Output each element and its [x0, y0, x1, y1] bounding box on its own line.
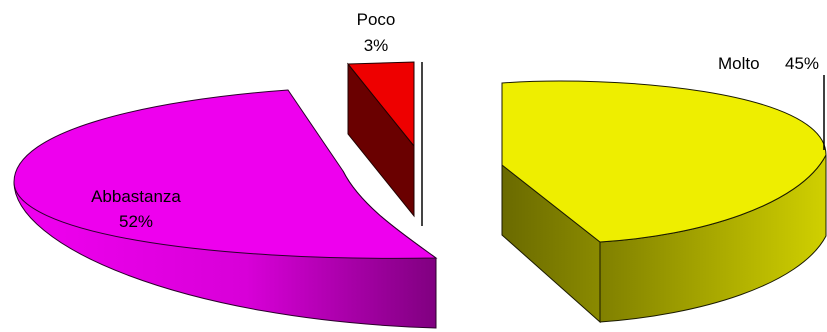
label-molto: Molto [718, 54, 760, 73]
label-poco: Poco [357, 10, 396, 29]
slice-molto-top [501, 80, 827, 243]
slice-molto: Molto 45% [501, 54, 827, 324]
slice-poco: Poco 3% [346, 10, 423, 226]
slice-abbastanza-top [13, 89, 438, 259]
slice-poco-top [346, 61, 415, 148]
value-abbastanza: 52% [119, 212, 153, 231]
label-abbastanza: Abbastanza [91, 187, 181, 206]
value-molto: 45% [785, 54, 819, 73]
value-poco: 3% [364, 36, 389, 55]
slice-abbastanza: Abbastanza 52% [13, 89, 438, 329]
